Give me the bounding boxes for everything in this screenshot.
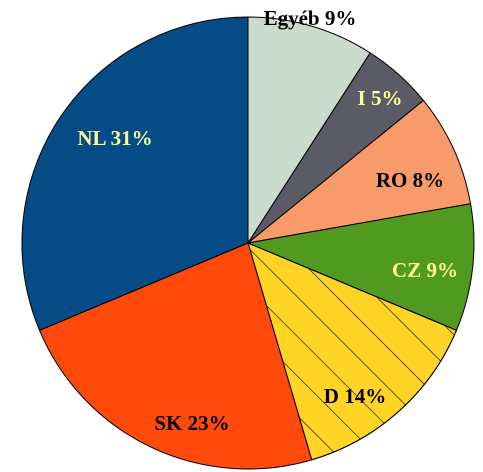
pie-slice [247, 16, 371, 245]
pie-slice [38, 242, 313, 470]
pie-slice [246, 203, 475, 331]
pie-slice [246, 99, 472, 244]
slice-label: CZ 9% [392, 258, 458, 282]
slice-hatch [247, 242, 458, 461]
slice-label: D 14% [324, 384, 386, 408]
slice-label: I 5% [358, 86, 403, 110]
slice-label: Egyéb 9% [264, 6, 357, 30]
slice-label: SK 23% [154, 411, 229, 435]
pie-slice [21, 16, 249, 331]
slice-label: RO 8% [376, 168, 444, 192]
slice-label: NL 31% [77, 126, 152, 150]
